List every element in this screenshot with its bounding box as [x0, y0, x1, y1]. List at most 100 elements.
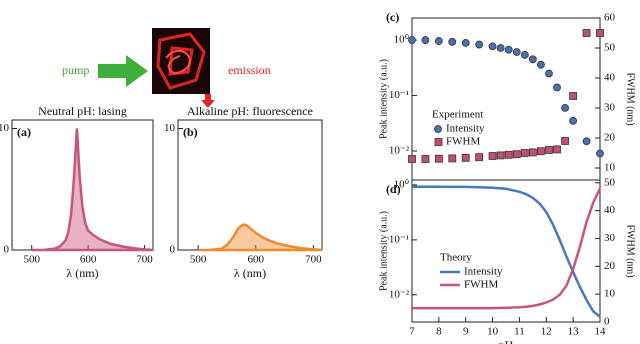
data-square — [496, 151, 505, 160]
data-square — [475, 153, 484, 162]
data-square — [421, 155, 430, 163]
data-square — [553, 145, 561, 154]
data-point — [421, 36, 430, 44]
legend-title: Theory — [440, 252, 472, 264]
y2-tick-label: 40 — [604, 72, 616, 84]
data-point — [553, 83, 561, 92]
legend-label: Intensity — [464, 266, 503, 278]
y-tick-label: 10⁻² — [389, 288, 410, 300]
y-axis-label: Peak intensity (a.u.) — [378, 59, 389, 139]
pump-label: pump — [62, 63, 89, 77]
data-point — [537, 60, 545, 69]
x-tick-label: 600 — [248, 254, 265, 266]
data-square — [569, 92, 578, 100]
data-square — [448, 154, 457, 163]
data-square — [512, 150, 521, 159]
y2-tick-label: 10 — [604, 162, 616, 174]
y2-tick-label: 20 — [604, 260, 616, 272]
x-axis-label: pH — [499, 338, 514, 344]
legend-label: Intensity — [446, 123, 485, 135]
x-tick-label: 11 — [514, 326, 525, 338]
data-point — [408, 36, 416, 44]
plot-frame — [411, 179, 601, 323]
data-square — [582, 29, 591, 37]
sample-image — [152, 28, 210, 94]
data-point — [528, 55, 537, 64]
y-tick-label: 10⁻¹ — [389, 233, 409, 245]
data-point — [520, 51, 529, 59]
x-tick-label: 700 — [136, 254, 153, 266]
panel-label: (a) — [17, 125, 31, 139]
emission-label: emission — [228, 63, 271, 77]
spectrum-area — [198, 223, 323, 252]
data-point — [448, 37, 457, 46]
x-axis-label: λ (nm) — [66, 266, 98, 280]
y-tick-label: 10⁻² — [389, 145, 410, 157]
theory-line — [412, 185, 601, 318]
y-tick-label: 10⁰ — [394, 178, 410, 190]
data-square — [504, 150, 513, 159]
data-square — [520, 149, 529, 157]
y2-tick-label: 30 — [604, 102, 616, 114]
data-point — [475, 40, 484, 49]
data-point — [496, 44, 505, 52]
x-tick-label: 7 — [409, 326, 415, 338]
x-tick-label: 500 — [23, 254, 40, 266]
data-point — [512, 48, 521, 56]
y2-axis-label: FWHM (nm) — [625, 72, 636, 125]
pump-arrow — [98, 55, 148, 87]
y2-tick-label: 60 — [604, 12, 616, 24]
y-tick-label: 10 — [164, 122, 176, 134]
data-square — [434, 154, 443, 163]
panel-title: Alkaline pH: fluorescence — [187, 104, 313, 118]
y-tick-label: 10 — [0, 122, 10, 134]
x-tick-label: 9 — [463, 326, 469, 338]
y-tick-label: 0 — [170, 244, 176, 256]
legend-swatch — [434, 138, 443, 146]
theory-line — [412, 187, 602, 310]
x-tick-label: 14 — [595, 326, 607, 338]
x-tick-label: 700 — [305, 254, 322, 266]
data-square — [561, 137, 569, 145]
y2-axis-label: FWHM (nm) — [625, 224, 636, 277]
data-square — [545, 146, 553, 154]
data-point — [461, 38, 470, 47]
legend-title: Experiment — [432, 109, 483, 121]
data-square — [537, 147, 545, 156]
data-point — [569, 116, 578, 125]
panel-label: (b) — [183, 125, 198, 139]
data-point — [545, 69, 553, 78]
data-square — [461, 153, 470, 162]
y-axis-label: Peak intensity (a.u.) — [378, 211, 389, 291]
data-point — [582, 137, 591, 146]
panel-label: (c) — [386, 10, 399, 24]
emission-arrow — [201, 94, 215, 108]
panel-label: (d) — [386, 182, 401, 196]
y2-tick-label: 50 — [604, 176, 616, 188]
data-square — [488, 152, 497, 160]
y-tick-label: 0 — [4, 244, 10, 256]
x-tick-label: 10 — [487, 326, 499, 338]
data-square — [596, 29, 604, 37]
data-point — [504, 45, 513, 54]
legend-label: FWHM — [464, 279, 498, 291]
y2-tick-label: 0 — [604, 316, 610, 328]
legend-swatch — [434, 125, 442, 133]
y-tick-label: 10⁰ — [394, 34, 410, 46]
x-tick-label: 13 — [568, 326, 580, 338]
data-point — [561, 103, 569, 112]
x-tick-label: 12 — [541, 326, 552, 338]
legend-label: FWHM — [446, 136, 480, 148]
spectrum-area — [31, 128, 154, 252]
y-tick-label: 10⁻¹ — [389, 89, 409, 101]
data-square — [528, 148, 537, 157]
x-axis-label: λ (nm) — [234, 266, 266, 280]
data-point — [596, 149, 604, 158]
x-tick-label: 600 — [80, 254, 97, 266]
data-point — [434, 37, 443, 45]
y2-tick-label: 50 — [604, 42, 616, 54]
panel-title: Neutral pH: lasing — [38, 104, 127, 118]
y2-tick-label: 30 — [604, 232, 616, 244]
data-point — [488, 42, 497, 51]
